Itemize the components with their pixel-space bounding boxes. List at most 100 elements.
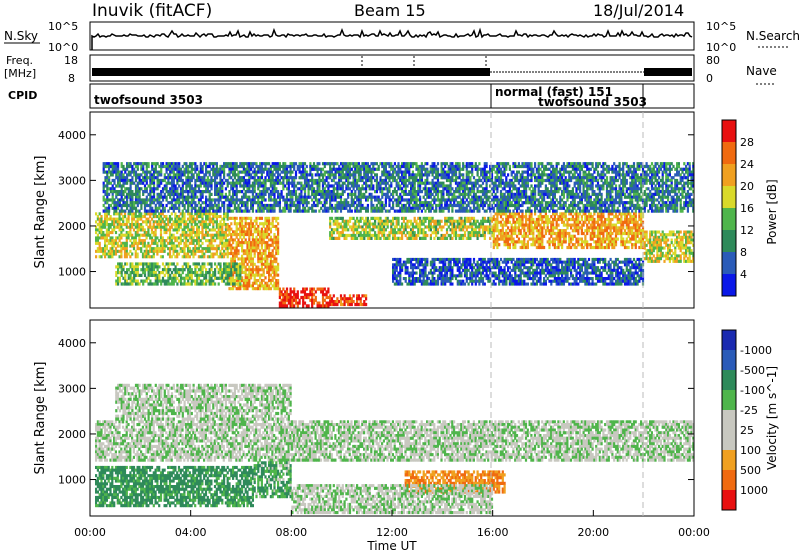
power-cell	[537, 237, 540, 241]
power-cell	[194, 217, 197, 221]
power-cell	[309, 170, 312, 174]
power-cell	[107, 255, 110, 259]
power-cell	[253, 181, 256, 185]
freq-unit: [MHz]	[4, 67, 36, 80]
power-cell	[616, 237, 619, 241]
power-cell	[260, 181, 263, 185]
power-cell	[221, 181, 224, 185]
power-cell	[262, 190, 265, 194]
power-cell	[140, 164, 143, 169]
power-cell	[652, 259, 655, 263]
power-cell	[176, 217, 179, 221]
power-cell	[474, 228, 477, 232]
power-cell	[100, 233, 103, 237]
power-cell	[282, 167, 285, 171]
power-cell	[510, 231, 513, 236]
power-cell	[241, 216, 244, 220]
power-cell	[230, 262, 233, 266]
power-cell	[109, 249, 112, 253]
power-cell	[147, 225, 150, 229]
power-cell	[627, 229, 630, 233]
power-cell	[194, 247, 197, 251]
power-cell	[641, 240, 645, 244]
power-cell	[447, 219, 450, 223]
power-cell	[679, 254, 682, 258]
power-cell	[259, 284, 262, 288]
power-cell	[564, 217, 567, 222]
power-cell	[654, 259, 657, 263]
power-cell	[208, 190, 211, 194]
power-cell	[381, 231, 384, 235]
power-cell	[179, 225, 182, 229]
power-cell	[168, 215, 172, 219]
power-cell	[232, 273, 235, 277]
power-cell	[494, 229, 497, 233]
power-cell	[145, 249, 148, 253]
power-cell	[417, 225, 420, 229]
power-cell	[321, 209, 325, 213]
power-cell	[329, 300, 332, 304]
power-cell	[392, 236, 395, 240]
power-cell	[174, 198, 177, 202]
power-cell	[221, 170, 224, 174]
power-cell	[177, 225, 181, 229]
power-cell	[284, 164, 287, 169]
power-cell	[614, 231, 618, 236]
power-cell	[303, 173, 307, 177]
power-cell	[248, 281, 251, 285]
power-cell	[481, 219, 485, 223]
power-cell	[192, 225, 195, 229]
power-cell	[325, 195, 328, 199]
power-cell	[347, 184, 350, 188]
power-cell	[402, 216, 405, 220]
power-cell	[454, 231, 458, 235]
power-cell	[654, 235, 657, 239]
power-cell	[255, 265, 258, 269]
power-cell	[156, 181, 159, 185]
power-cell	[568, 237, 571, 241]
power-cell	[490, 216, 494, 220]
power-cell	[181, 203, 184, 208]
power-cell	[113, 225, 116, 229]
power-cell	[264, 252, 267, 256]
power-cell	[150, 247, 154, 251]
power-cell	[316, 203, 319, 208]
power-cell	[575, 220, 578, 224]
power-cell	[176, 225, 179, 229]
power-cell	[273, 270, 276, 274]
power-cell	[339, 178, 343, 183]
power-cell	[106, 198, 109, 202]
power-cell	[183, 231, 186, 235]
power-cell	[330, 206, 334, 210]
power-cell	[115, 192, 118, 196]
power-cell	[293, 209, 296, 213]
power-cell	[210, 187, 213, 191]
power-cell	[577, 223, 580, 227]
power-cell	[237, 173, 240, 177]
power-cell	[138, 236, 141, 240]
power-cell	[169, 173, 172, 177]
power-cell	[359, 225, 362, 229]
power-cell	[508, 234, 511, 238]
power-cell	[251, 241, 254, 245]
power-cell	[404, 228, 407, 232]
power-cell	[300, 195, 303, 199]
power-cell	[106, 181, 109, 185]
power-cell	[104, 247, 107, 251]
power-cell	[117, 170, 120, 174]
power-cell	[679, 241, 682, 245]
power-cell	[645, 230, 648, 234]
power-cell	[181, 239, 184, 243]
power-cell	[246, 167, 249, 171]
power-cell	[226, 212, 229, 216]
power-cell	[242, 281, 245, 285]
power-cell	[483, 233, 486, 238]
power-cell	[266, 260, 269, 264]
power-cell	[264, 198, 267, 202]
power-cell	[591, 245, 594, 250]
power-cell	[257, 164, 260, 169]
power-cell	[285, 178, 289, 183]
power-cell	[277, 162, 280, 166]
power-cell	[212, 198, 215, 202]
power-cell	[233, 192, 236, 196]
